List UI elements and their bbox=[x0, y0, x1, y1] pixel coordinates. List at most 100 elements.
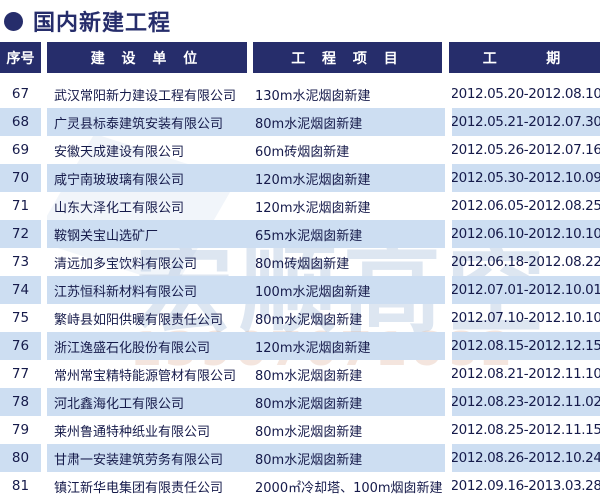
construction-period: 2012.05.21-2012.07.30 bbox=[452, 108, 600, 136]
column-header-number: 序号 bbox=[0, 42, 41, 73]
construction-period: 2012.07.01-2012.10.01 bbox=[452, 276, 600, 304]
row-number: 69 bbox=[11, 142, 30, 158]
construction-period: 2012.06.18-2012.08.22 bbox=[452, 254, 600, 270]
project-description: 80m水泥烟囱新建 bbox=[255, 368, 363, 384]
row-number: 70 bbox=[0, 164, 41, 192]
project-description: 80m砖烟囱新建 bbox=[255, 256, 350, 272]
column-separator bbox=[41, 388, 47, 416]
column-separator bbox=[41, 192, 47, 220]
table-row: 72 鞍钢关宝山选矿厂 65m水泥烟囱新建 2012.06.10-2012.10… bbox=[0, 220, 600, 248]
company-name: 莱州鲁通特种纸业有限公司 bbox=[54, 424, 211, 440]
company-name: 安徽天成建设有限公司 bbox=[54, 144, 185, 160]
construction-period: 2012.05.20-2012.08.10 bbox=[452, 86, 600, 102]
row-number: 80 bbox=[0, 444, 41, 472]
table-row: 78 河北鑫海化工有限公司 80m水泥烟囱新建 2012.08.23-2012.… bbox=[0, 388, 600, 416]
column-separator bbox=[41, 444, 47, 472]
construction-period: 2012.05.26-2012.07.16 bbox=[452, 142, 600, 158]
company-name: 山东大泽化工有限公司 bbox=[54, 200, 185, 216]
table-row: 79 莱州鲁通特种纸业有限公司 80m水泥烟囱新建 2012.08.25-201… bbox=[0, 416, 600, 444]
row-number: 76 bbox=[0, 332, 41, 360]
column-separator bbox=[445, 416, 452, 444]
project-description: 60m砖烟囱新建 bbox=[255, 144, 350, 160]
column-header-company: 建 设 单 位 bbox=[47, 42, 247, 73]
project-description: 130m水泥烟囱新建 bbox=[255, 88, 371, 104]
table-row: 81 镇江新华电集团有限责任公司 2000㎡冷却塔、100m烟囱新建 2012.… bbox=[0, 472, 600, 500]
project-description: 80m水泥烟囱新建 bbox=[250, 388, 445, 416]
project-description: 100m水泥烟囱新建 bbox=[250, 276, 445, 304]
row-number: 74 bbox=[0, 276, 41, 304]
table-row: 76 浙江逸盛石化股份有限公司 120m水泥烟囱新建 2012.08.15-20… bbox=[0, 332, 600, 360]
column-separator bbox=[445, 164, 452, 192]
column-separator bbox=[445, 388, 452, 416]
row-number: 71 bbox=[11, 198, 30, 214]
table-row: 68 广灵县标泰建筑安装有限公司 80m水泥烟囱新建 2012.05.21-20… bbox=[0, 108, 600, 136]
construction-period: 2012.06.10-2012.10.10 bbox=[452, 220, 600, 248]
construction-period: 2012.08.26-2012.10.24 bbox=[452, 444, 600, 472]
column-separator bbox=[41, 332, 47, 360]
column-separator bbox=[41, 472, 47, 500]
column-separator bbox=[41, 416, 47, 444]
table-header-row: 序号 建 设 单 位 工 程 项 目 工 期 bbox=[0, 42, 600, 73]
construction-period: 2012.08.23-2012.11.02 bbox=[452, 388, 600, 416]
table-row: 73 清远加多宝饮料有限公司 80m砖烟囱新建 2012.06.18-2012.… bbox=[0, 248, 600, 276]
construction-period: 2012.07.10-2012.10.10 bbox=[452, 310, 600, 326]
page-header: 国内新建工程 bbox=[0, 0, 600, 42]
column-separator bbox=[41, 164, 47, 192]
project-description: 120m水泥烟囱新建 bbox=[255, 200, 371, 216]
bullet-icon bbox=[4, 11, 23, 31]
column-separator bbox=[445, 248, 452, 276]
company-name: 武汉常阳新力建设工程有限公司 bbox=[54, 88, 237, 104]
column-separator bbox=[41, 80, 47, 108]
company-name: 鞍钢关宝山选矿厂 bbox=[47, 220, 250, 248]
table-row: 77 常州常宝精特能源管材有限公司 80m水泥烟囱新建 2012.08.21-2… bbox=[0, 360, 600, 388]
column-separator bbox=[445, 332, 452, 360]
company-name: 甘肃一安装建筑劳务有限公司 bbox=[47, 444, 250, 472]
column-separator bbox=[41, 42, 47, 73]
column-separator bbox=[41, 248, 47, 276]
column-separator bbox=[41, 136, 47, 164]
company-name: 镇江新华电集团有限责任公司 bbox=[54, 480, 224, 496]
column-separator bbox=[445, 108, 452, 136]
company-name: 广灵县标泰建筑安装有限公司 bbox=[47, 108, 250, 136]
project-description: 65m水泥烟囱新建 bbox=[250, 220, 445, 248]
column-separator bbox=[41, 304, 47, 332]
column-separator bbox=[41, 220, 47, 248]
column-separator bbox=[445, 472, 452, 500]
company-name: 浙江逸盛石化股份有限公司 bbox=[47, 332, 250, 360]
column-separator bbox=[41, 360, 47, 388]
table-row: 67 武汉常阳新力建设工程有限公司 130m水泥烟囱新建 2012.05.20-… bbox=[0, 80, 600, 108]
row-number: 78 bbox=[0, 388, 41, 416]
table-row: 70 咸宁南玻玻璃有限公司 120m水泥烟囱新建 2012.05.30-2012… bbox=[0, 164, 600, 192]
table-row: 80 甘肃一安装建筑劳务有限公司 80m水泥烟囱新建 2012.08.26-20… bbox=[0, 444, 600, 472]
row-number: 73 bbox=[11, 254, 30, 270]
column-separator bbox=[41, 108, 47, 136]
column-separator bbox=[445, 80, 452, 108]
project-description: 80m水泥烟囱新建 bbox=[255, 312, 363, 328]
row-number: 68 bbox=[0, 108, 41, 136]
column-separator bbox=[442, 42, 449, 73]
company-name: 江苏恒科新材料有限公司 bbox=[47, 276, 250, 304]
column-separator bbox=[445, 220, 452, 248]
company-name: 清远加多宝饮料有限公司 bbox=[54, 256, 198, 272]
construction-period: 2012.06.05-2012.08.25 bbox=[452, 198, 600, 214]
column-separator bbox=[247, 42, 253, 73]
column-separator bbox=[445, 304, 452, 332]
company-name: 常州常宝精特能源管材有限公司 bbox=[54, 368, 237, 384]
construction-period: 2012.08.21-2012.11.10 bbox=[452, 366, 600, 382]
table-row: 71 山东大泽化工有限公司 120m水泥烟囱新建 2012.06.05-2012… bbox=[0, 192, 600, 220]
project-description: 80m水泥烟囱新建 bbox=[250, 444, 445, 472]
company-name: 咸宁南玻玻璃有限公司 bbox=[47, 164, 250, 192]
company-name: 河北鑫海化工有限公司 bbox=[47, 388, 250, 416]
column-header-period: 工 期 bbox=[449, 42, 600, 73]
column-separator bbox=[445, 360, 452, 388]
construction-period: 2012.05.30-2012.10.09 bbox=[452, 164, 600, 192]
project-description: 80m水泥烟囱新建 bbox=[250, 108, 445, 136]
column-separator bbox=[445, 136, 452, 164]
column-separator bbox=[445, 276, 452, 304]
row-number: 77 bbox=[11, 366, 30, 382]
construction-period: 2012.08.15-2012.12.15 bbox=[452, 332, 600, 360]
table-row: 69 安徽天成建设有限公司 60m砖烟囱新建 2012.05.26-2012.0… bbox=[0, 136, 600, 164]
column-separator bbox=[445, 192, 452, 220]
column-header-project: 工 程 项 目 bbox=[253, 42, 442, 73]
company-name: 繁峙县如阳供暖有限责任公司 bbox=[54, 312, 224, 328]
